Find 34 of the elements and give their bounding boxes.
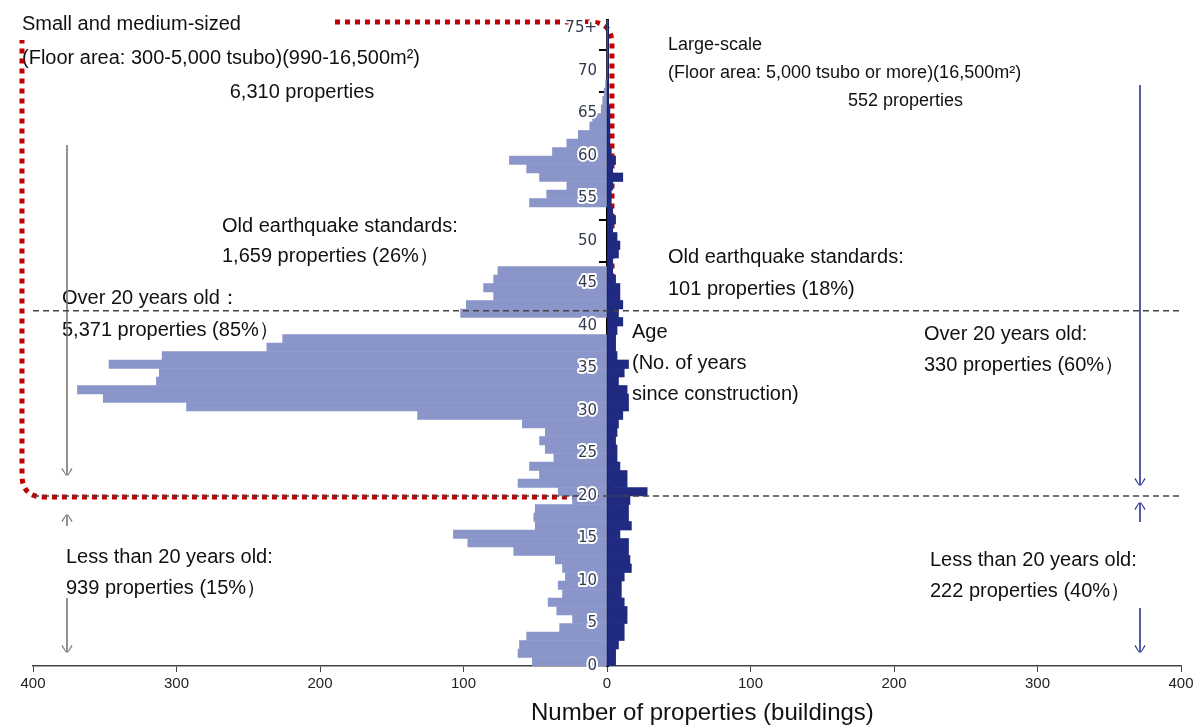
x-tick-label: 200: [881, 674, 907, 692]
y-tick-label: 5: [587, 613, 597, 632]
x-tick-label: 100: [450, 674, 477, 692]
y-tick-label: 15: [577, 528, 597, 547]
y-tick-label: 30: [577, 400, 597, 419]
annotation: Age (No. of years since construction): [632, 319, 800, 406]
x-tick-label: 300: [1024, 674, 1051, 692]
annotation: Over 20 years old: 330 properties (60%）: [924, 321, 1126, 377]
annotation: Old earthquake standards: 1,659 properties (26%）: [222, 213, 459, 268]
annotation: Old earthquake standards: 101 properties (18%): [668, 244, 905, 301]
x-tick-label: 200: [307, 674, 333, 692]
y-tick-label: 50: [577, 230, 597, 249]
y-tick-label: 40: [577, 315, 597, 334]
y-tick-label: 70: [577, 60, 597, 79]
x-tick-label: 400: [20, 674, 46, 692]
y-tick-label: 35: [577, 358, 597, 377]
annotation: Over 20 years old： 5,371 properties (85%）: [62, 285, 280, 342]
annotation: Small and medium-sized (Floor area: 300-5,000 tsubo)(990-16,500m²) 6,310 properties: [22, 12, 420, 102]
y-tick-label: 75+: [565, 18, 597, 37]
y-tick-label: 25: [577, 443, 597, 462]
x-tick-label: 300: [163, 674, 190, 692]
y-tick-label: 45: [577, 273, 597, 292]
y-tick-label: 10: [577, 570, 597, 589]
x-axis-title: Number of properties (buildings): [531, 698, 874, 726]
x-tick-label: 0: [602, 674, 612, 692]
y-tick-label: 20: [577, 485, 597, 504]
y-tick-label: 55: [577, 188, 597, 207]
y-tick-label: 60: [577, 145, 597, 164]
x-tick-label: 400: [1168, 674, 1194, 692]
annotation: Less than 20 years old: 222 properties (40%）: [930, 547, 1138, 603]
annotation: Large-scale (Floor area: 5,000 tsubo or more)(16,500m²) 552 properties: [668, 33, 1023, 112]
x-tick-label: 100: [737, 674, 764, 692]
annotation: Less than 20 years old: 939 properties (15%）: [66, 544, 274, 600]
y-tick-label: 65: [577, 103, 597, 122]
